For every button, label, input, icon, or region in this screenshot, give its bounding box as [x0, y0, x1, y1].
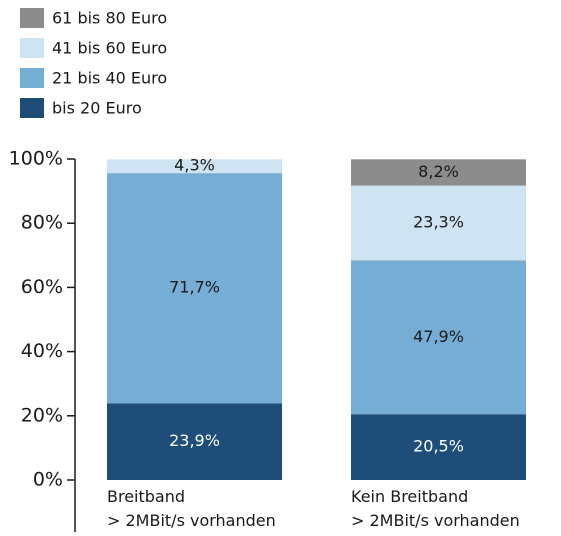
data-label: 23,3%	[413, 213, 464, 232]
bar-segment	[107, 173, 282, 404]
data-label: 20,5%	[413, 437, 464, 456]
x-tick-label: Kein Breitband > 2MBit/s vorhanden	[351, 487, 520, 530]
data-label: 8,2%	[418, 162, 459, 181]
bar-segment	[351, 260, 526, 415]
y-tick-label: 100%	[9, 148, 63, 170]
legend-swatch	[20, 38, 44, 58]
bar-segment	[351, 185, 526, 261]
legend-label: 61 bis 80 Euro	[52, 9, 167, 28]
y-tick-label: 80%	[21, 212, 63, 234]
data-label: 71,7%	[169, 278, 220, 297]
legend-swatch	[20, 98, 44, 118]
legend-label: bis 20 Euro	[52, 99, 142, 118]
y-tick-label: 20%	[21, 404, 63, 426]
legend-swatch	[20, 8, 44, 28]
bar-segment	[107, 159, 282, 174]
x-tick-label: Breitband > 2MBit/s vorhanden	[107, 487, 276, 530]
y-tick-label: 0%	[33, 469, 63, 491]
bar-segment	[351, 414, 526, 480]
bar-segment	[107, 403, 282, 480]
legend-label: 41 bis 60 Euro	[52, 39, 167, 58]
data-label: 23,9%	[169, 431, 220, 450]
data-label: 4,3%	[174, 156, 215, 175]
legend-swatch	[20, 68, 44, 88]
y-tick-label: 40%	[21, 340, 63, 362]
legend-label: 21 bis 40 Euro	[52, 69, 167, 88]
y-tick-label: 60%	[21, 276, 63, 298]
bar-segment	[351, 159, 526, 186]
data-label: 47,9%	[413, 327, 464, 346]
